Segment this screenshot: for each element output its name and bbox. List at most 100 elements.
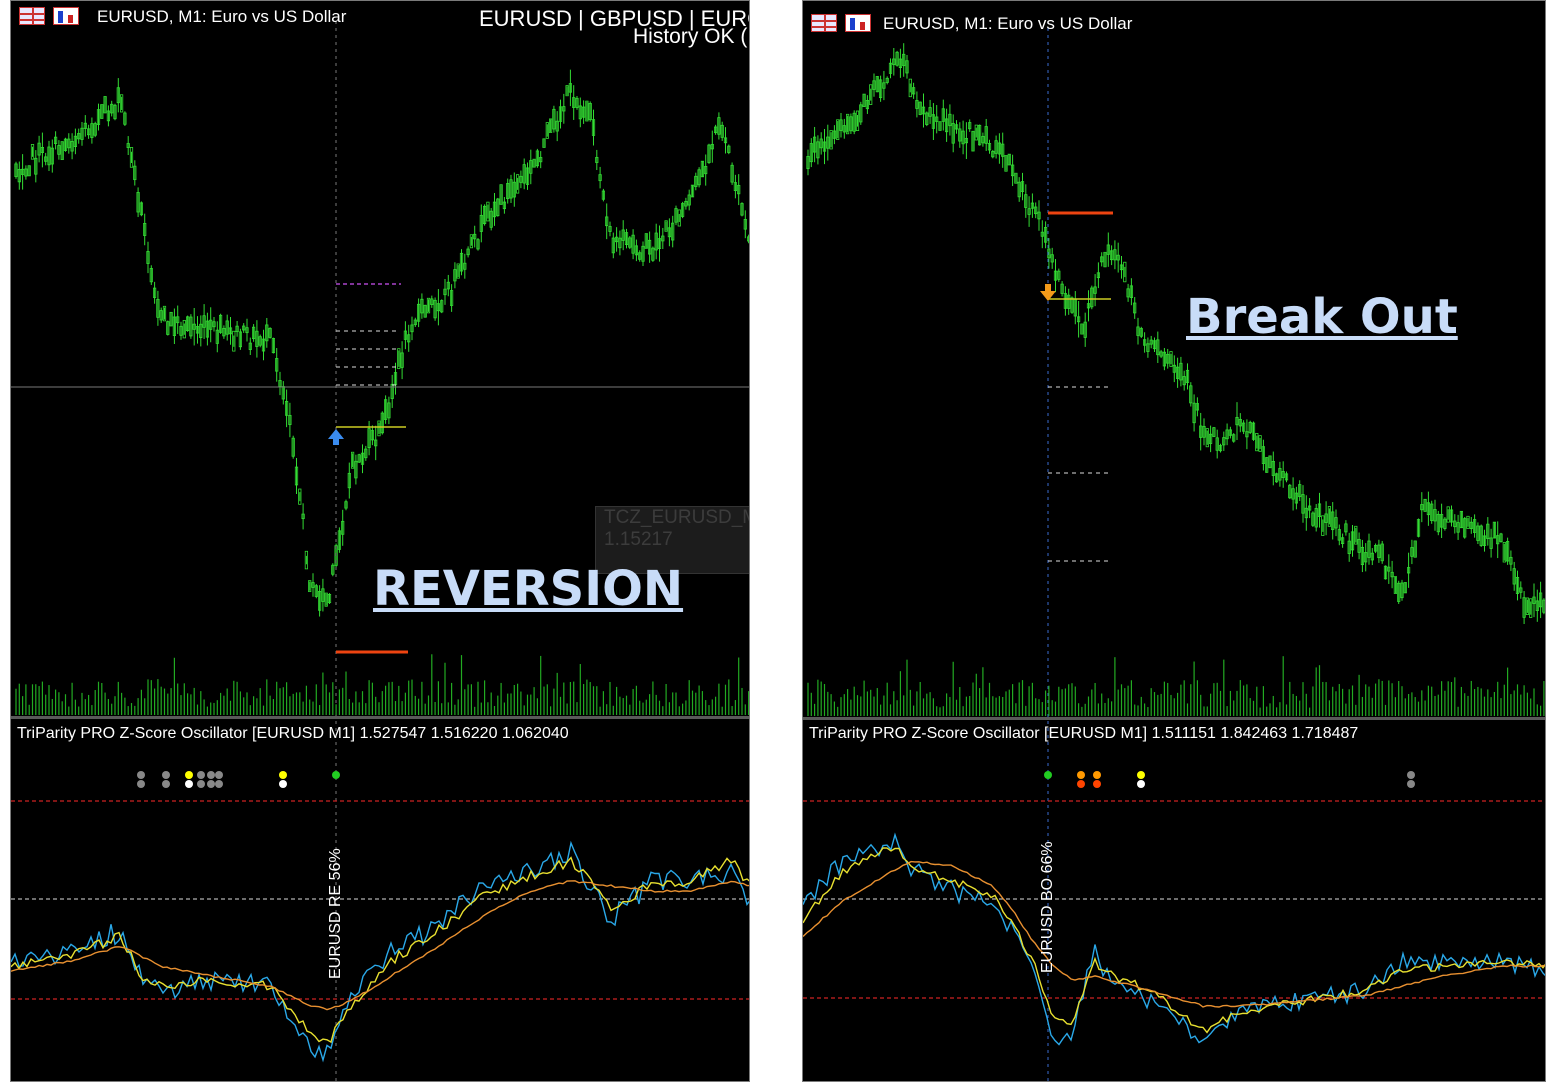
candle-body bbox=[370, 430, 375, 441]
candle-body bbox=[809, 143, 813, 163]
candle-body bbox=[895, 51, 899, 66]
left-price-chart[interactable] bbox=[11, 1, 750, 1082]
candle-body bbox=[1268, 455, 1272, 469]
candle-body bbox=[413, 319, 417, 326]
candle-body bbox=[1446, 506, 1450, 523]
candle-body bbox=[1456, 522, 1460, 533]
candle-body bbox=[555, 120, 559, 132]
candle-body bbox=[123, 112, 127, 125]
candle-body bbox=[1123, 261, 1127, 283]
candle-body bbox=[1377, 544, 1381, 559]
candle-body bbox=[423, 304, 427, 318]
signal-dot bbox=[1077, 771, 1085, 779]
candle-body bbox=[865, 100, 870, 110]
right-price-chart[interactable] bbox=[803, 1, 1546, 1082]
candle-body bbox=[1486, 523, 1490, 539]
candle-body bbox=[822, 141, 827, 152]
candle-body bbox=[1189, 385, 1193, 404]
candle-body bbox=[591, 119, 596, 136]
candle-body bbox=[162, 305, 167, 322]
candle-body bbox=[1307, 505, 1312, 511]
table-icon[interactable] bbox=[19, 7, 45, 25]
bar-chart-icon[interactable] bbox=[53, 7, 79, 25]
candle-body bbox=[935, 116, 939, 122]
candle-body bbox=[714, 126, 718, 134]
candle-body bbox=[1499, 533, 1503, 543]
candle-body bbox=[103, 96, 107, 114]
candle-body bbox=[879, 79, 883, 99]
fast-line bbox=[803, 847, 1545, 1034]
candle-body bbox=[1374, 545, 1378, 552]
candle-body bbox=[1185, 369, 1190, 383]
candle-body bbox=[671, 222, 675, 241]
candle-body bbox=[1014, 172, 1018, 184]
candle-body bbox=[367, 428, 371, 449]
candle-body bbox=[100, 104, 104, 119]
candle-body bbox=[938, 121, 942, 131]
slow-line bbox=[803, 860, 1545, 1008]
candle-body bbox=[1027, 208, 1031, 215]
candle-body bbox=[275, 358, 279, 372]
candle-body bbox=[882, 82, 886, 89]
candle-body bbox=[215, 329, 219, 344]
signal-dot bbox=[185, 780, 193, 788]
candle-body bbox=[1133, 302, 1137, 314]
candle-body bbox=[60, 141, 64, 161]
candle-body bbox=[862, 93, 866, 108]
candle-body bbox=[1301, 494, 1305, 514]
candle-body bbox=[694, 175, 698, 188]
candle-body bbox=[149, 268, 153, 283]
candle-body bbox=[615, 236, 619, 243]
candle-body bbox=[875, 76, 879, 93]
candle-body bbox=[1515, 576, 1520, 594]
candle-body bbox=[1407, 567, 1411, 574]
candle-body bbox=[410, 324, 414, 333]
candle-body bbox=[1463, 518, 1467, 538]
candle-body bbox=[1149, 339, 1153, 345]
left-chart-window[interactable]: EURUSD, M1: Euro vs US Dollar EURUSD | G… bbox=[10, 0, 750, 1082]
bar-chart-icon[interactable] bbox=[845, 14, 871, 32]
candle-body bbox=[812, 136, 817, 153]
candle-body bbox=[1007, 153, 1011, 166]
candle-body bbox=[740, 203, 744, 216]
candle-body bbox=[294, 466, 299, 486]
signal-dot bbox=[1077, 780, 1085, 788]
candle-body bbox=[1542, 599, 1545, 613]
candle-body bbox=[93, 123, 97, 136]
candle-body bbox=[268, 327, 272, 338]
candle-body bbox=[265, 324, 269, 342]
candle-body bbox=[991, 151, 995, 158]
candle-body bbox=[1222, 437, 1226, 446]
candle-body bbox=[172, 316, 176, 336]
candle-body bbox=[492, 201, 497, 218]
candle-body bbox=[915, 100, 919, 109]
candle-body bbox=[1539, 592, 1543, 608]
table-icon[interactable] bbox=[811, 14, 837, 32]
signal-dot bbox=[162, 771, 170, 779]
candle-body bbox=[849, 116, 853, 132]
signal-dot bbox=[332, 771, 340, 779]
subwindow-divider[interactable] bbox=[803, 717, 1545, 720]
candle-body bbox=[169, 311, 173, 327]
candle-body bbox=[598, 174, 602, 182]
right-chart-window[interactable]: EURUSD, M1: Euro vs US Dollar Break Out … bbox=[802, 0, 1546, 1082]
candle-body bbox=[1195, 403, 1200, 411]
tooltip-name: TCZ_EURUSD_M bbox=[604, 507, 750, 528]
candle-body bbox=[1337, 529, 1341, 541]
candle-body bbox=[1443, 518, 1447, 529]
candle-body bbox=[1162, 351, 1167, 367]
candle-body bbox=[852, 112, 856, 132]
candle-body bbox=[57, 145, 61, 155]
candle-body bbox=[1433, 509, 1437, 522]
candle-body bbox=[202, 315, 206, 328]
candle-body bbox=[1509, 556, 1513, 565]
candle-body bbox=[968, 122, 972, 130]
candle-body bbox=[681, 203, 685, 217]
subwindow-divider[interactable] bbox=[11, 716, 749, 719]
candle-body bbox=[1265, 457, 1269, 473]
candle-body bbox=[717, 117, 721, 135]
candle-body bbox=[50, 147, 54, 165]
candle-body bbox=[1479, 525, 1483, 546]
candle-body bbox=[496, 198, 500, 217]
fast-line bbox=[11, 856, 749, 1044]
